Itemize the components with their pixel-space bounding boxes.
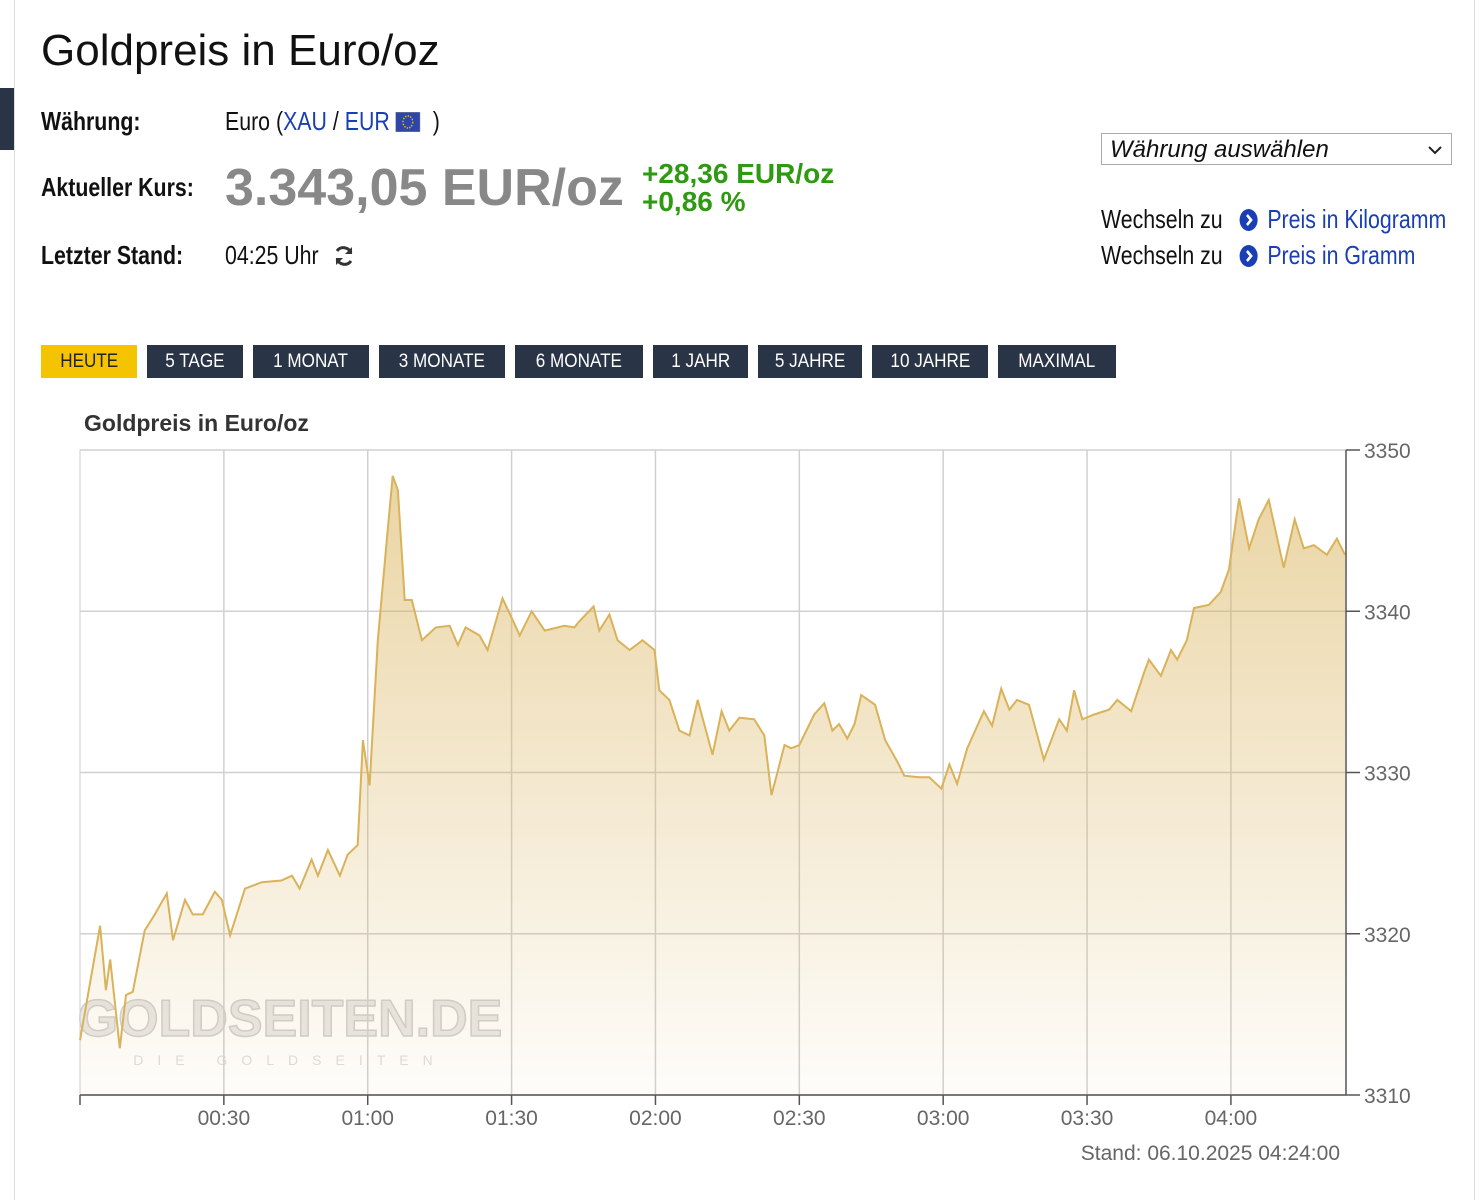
x-tick-label: 02:30 [773,1107,826,1130]
range-tab[interactable]: 5 TAGE [147,345,243,378]
switch-link[interactable]: Preis in Gramm [1267,240,1416,270]
left-border [14,0,15,1200]
range-tab[interactable]: 1 JAHR [653,345,748,378]
y-tick-label: 3350 [1364,440,1411,463]
tab-label: 10 JAHRE [890,351,970,372]
currency-name: Euro [225,106,271,136]
paren: ( [275,106,284,136]
tab-label: 5 TAGE [165,351,225,372]
change-pct: +0,86 % [642,186,746,217]
x-tick-label: 01:00 [341,1107,394,1130]
tab-label: MAXIMAL [1018,351,1096,372]
tab-label: 1 MONAT [273,351,349,372]
x-tick-label: 01:30 [485,1107,538,1130]
change: +28,36 EUR/oz +0,86 % [642,160,834,216]
eu-flag [395,111,421,133]
range-tab[interactable]: 6 MONATE [515,345,643,378]
tab-label: 1 JAHR [671,351,730,372]
tab-label: HEUTE [60,351,118,372]
x-tick-label: 00:30 [198,1107,251,1130]
chart: Goldpreis in Euro/oz Stand: 06.10.2025 0… [77,410,1411,1165]
right-border [1474,0,1475,1200]
price-line [79,475,1346,1049]
price: 3.343,05 EUR/oz [225,159,624,217]
switch-link[interactable]: Preis in Kilogramm [1267,204,1447,234]
area-fill [80,475,1346,1095]
select-text: Währung auswählen [1110,136,1329,163]
quote-link[interactable]: EUR [344,106,390,136]
x-tick-label: 02:00 [629,1107,682,1130]
refresh-icon[interactable] [332,244,356,268]
switch-row: Wechseln zu Preis in Gramm [1101,240,1415,271]
base-link[interactable]: XAU [283,106,327,136]
separator: / [332,106,339,136]
y-tick-label: 3320 [1364,924,1411,947]
y-tick-label: 3330 [1364,763,1411,786]
switch-row: Wechseln zu Preis in Kilogramm [1101,204,1446,235]
tab-label: 5 JAHRE [774,351,846,372]
chevron-icon [1239,209,1258,231]
range-tab[interactable]: MAXIMAL [998,345,1116,378]
chevron-icon [1239,245,1258,267]
tab-label: 6 MONATE [535,351,623,372]
x-tick-label: 03:00 [917,1107,970,1130]
last-value: 04:25 Uhr [225,240,319,270]
y-tick-label: 3340 [1364,601,1411,624]
range-tab[interactable]: 3 MONATE [379,345,505,378]
y-tick-label: 3310 [1364,1085,1411,1108]
currency-label: Währung: [41,106,141,136]
last-label: Letzter Stand: [41,240,184,270]
chart-footnote: Stand: 06.10.2025 04:24:00 [1081,1142,1340,1165]
x-tick-label: 04:00 [1205,1107,1258,1130]
currency-select[interactable]: Währung auswählen [1101,133,1452,165]
page-title: Goldpreis in Euro/oz [41,26,440,75]
price-label: Aktueller Kurs: [41,172,194,202]
tab-label: 3 MONATE [398,351,486,372]
side-marker [0,88,14,150]
select-arrow [1428,146,1442,155]
chart-title: Goldpreis in Euro/oz [84,410,309,436]
change-abs: +28,36 EUR/oz [642,158,835,189]
paren: ) [432,106,440,136]
range-tab[interactable]: HEUTE [41,345,137,378]
switch-prefix: Wechseln zu [1101,204,1223,234]
range-tab[interactable]: 5 JAHRE [758,345,862,378]
range-tab[interactable]: 10 JAHRE [872,345,988,378]
range-tab[interactable]: 1 MONAT [253,345,369,378]
currency-value: Euro (XAU / EUR ) [225,106,440,137]
x-tick-label: 03:30 [1061,1107,1114,1130]
switch-prefix: Wechseln zu [1101,240,1223,270]
